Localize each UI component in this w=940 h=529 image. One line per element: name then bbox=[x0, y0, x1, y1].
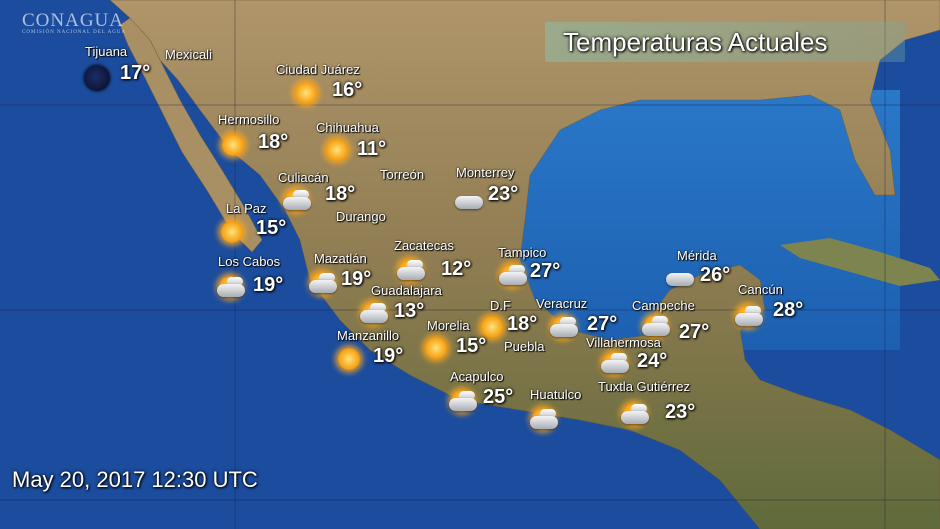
city-label-mazatlan: Mazatlán bbox=[314, 251, 367, 266]
partly-cloudy-icon bbox=[358, 298, 388, 328]
city-temperature-morelia: 15° bbox=[456, 335, 487, 357]
city-temperature-ciudad-juarez: 16° bbox=[332, 79, 363, 101]
partly-cloudy-icon bbox=[497, 260, 527, 290]
city-temperature-culiacan: 18° bbox=[325, 183, 356, 205]
city-temperature-d-f: 18° bbox=[507, 313, 538, 335]
cloud-icon bbox=[664, 261, 694, 291]
city-label-zacatecas: Zacatecas bbox=[394, 238, 454, 253]
conagua-logo: CONAGUA COMISIÓN NACIONAL DEL AGUA bbox=[22, 10, 126, 35]
city-label-morelia: Morelia bbox=[427, 318, 470, 333]
city-label-culiacan: Culiacán bbox=[278, 170, 329, 185]
city-temperature-mazatlan: 19° bbox=[341, 268, 372, 290]
city-label-cancun: Cancún bbox=[738, 282, 783, 297]
city-temperature-guadalajara: 13° bbox=[394, 300, 425, 322]
city-label-los-cabos: Los Cabos bbox=[218, 254, 281, 269]
city-label-tijuana: Tijuana bbox=[85, 44, 128, 59]
city-temperature-acapulco: 25° bbox=[483, 386, 514, 408]
city-temperature-villahermosa: 24° bbox=[637, 350, 668, 372]
partly-cloudy-icon bbox=[599, 348, 629, 378]
city-label-d-f: D.F bbox=[490, 298, 511, 313]
city-temperature-veracruz: 27° bbox=[587, 313, 618, 335]
title-banner: Temperaturas Actuales bbox=[545, 22, 905, 62]
city-temperature-la-paz: 15° bbox=[256, 217, 287, 239]
city-label-campeche: Campeche bbox=[632, 298, 695, 313]
city-label-monterrey: Monterrey bbox=[456, 165, 515, 180]
city-temperature-manzanillo: 19° bbox=[373, 345, 404, 367]
partly-cloudy-icon bbox=[640, 311, 670, 341]
sun-icon bbox=[421, 333, 451, 363]
partly-cloudy-icon bbox=[619, 399, 649, 429]
partly-cloudy-icon bbox=[307, 268, 337, 298]
city-label-chihuahua: Chihuahua bbox=[316, 120, 379, 135]
sun-icon bbox=[217, 217, 247, 247]
sun-icon bbox=[291, 78, 321, 108]
city-label-merida: Mérida bbox=[677, 248, 717, 263]
city-label-tampico: Tampico bbox=[498, 245, 547, 260]
city-temperature-tijuana: 17° bbox=[120, 62, 151, 84]
city-label-tuxtla-gutierrez: Tuxtla Gutiérrez bbox=[598, 379, 690, 394]
night-icon bbox=[82, 63, 112, 93]
partly-cloudy-icon bbox=[528, 404, 558, 434]
city-label-hermosillo: Hermosillo bbox=[218, 112, 280, 127]
city-label-mexicali: Mexicali bbox=[165, 47, 212, 62]
city-label-la-paz: La Paz bbox=[226, 201, 267, 216]
city-temperature-tampico: 27° bbox=[530, 260, 561, 282]
partly-cloudy-icon bbox=[733, 301, 763, 331]
city-label-guadalajara: Guadalajara bbox=[371, 283, 442, 298]
city-temperature-los-cabos: 19° bbox=[253, 274, 284, 296]
city-label-acapulco: Acapulco bbox=[450, 369, 504, 384]
page-title: Temperaturas Actuales bbox=[563, 27, 828, 57]
city-label-veracruz: Veracruz bbox=[536, 296, 588, 311]
partly-cloudy-icon bbox=[447, 386, 477, 416]
city-label-huatulco: Huatulco bbox=[530, 387, 582, 402]
sun-icon bbox=[218, 130, 248, 160]
sun-icon bbox=[334, 344, 364, 374]
land-cuba bbox=[780, 238, 940, 286]
city-label-villahermosa: Villahermosa bbox=[586, 335, 661, 350]
city-label-ciudad-juarez: Ciudad Juárez bbox=[276, 62, 360, 77]
sun-icon bbox=[322, 135, 352, 165]
city-temperature-chihuahua: 11° bbox=[357, 138, 387, 160]
land-mainland bbox=[109, 0, 940, 529]
city-temperature-hermosillo: 18° bbox=[258, 131, 289, 153]
cloud-icon bbox=[453, 184, 483, 214]
city-temperature-monterrey: 23° bbox=[488, 183, 519, 205]
partly-cloudy-icon bbox=[548, 312, 578, 342]
partly-cloudy-icon bbox=[281, 185, 311, 215]
city-label-puebla: Puebla bbox=[504, 339, 545, 354]
partly-cloudy-icon bbox=[395, 255, 425, 285]
partly-cloudy-icon bbox=[215, 272, 245, 302]
city-temperature-zacatecas: 12° bbox=[441, 258, 472, 280]
land-baja-california bbox=[119, 17, 263, 253]
city-temperature-cancun: 28° bbox=[773, 299, 804, 321]
city-temperature-merida: 26° bbox=[700, 264, 731, 286]
sun-icon bbox=[477, 312, 507, 342]
city-label-manzanillo: Manzanillo bbox=[337, 328, 400, 343]
logo-subtitle: COMISIÓN NACIONAL DEL AGUA bbox=[22, 30, 127, 35]
city-temperature-campeche: 27° bbox=[679, 321, 710, 343]
timestamp: May 20, 2017 12:30 UTC bbox=[12, 467, 258, 492]
city-temperature-tuxtla-gutierrez: 23° bbox=[665, 401, 696, 423]
city-label-durango: Durango bbox=[336, 209, 386, 224]
logo-name: CONAGUA bbox=[22, 10, 124, 31]
city-label-torreon: Torreón bbox=[380, 167, 425, 182]
